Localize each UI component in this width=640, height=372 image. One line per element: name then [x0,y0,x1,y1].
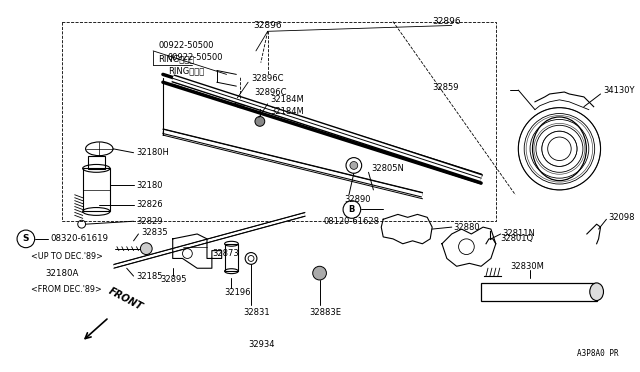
Bar [225,244,238,271]
Text: 32811N: 32811N [502,230,536,238]
Circle shape [350,161,358,169]
Text: S: S [22,234,29,243]
Text: 32883E: 32883E [310,308,342,317]
Text: 32829: 32829 [136,217,163,226]
Text: 32895: 32895 [160,276,186,285]
Circle shape [236,98,245,108]
Text: 08120-61628: 08120-61628 [324,217,380,226]
Text: 32896: 32896 [432,17,461,26]
Circle shape [255,116,265,126]
Text: A3P8A0 PR: A3P8A0 PR [577,349,618,358]
Text: 32934: 32934 [248,340,275,349]
Text: 32896C: 32896C [254,87,287,96]
Text: 32896: 32896 [253,21,282,30]
Text: 32896C: 32896C [251,74,284,83]
Text: 32184M: 32184M [271,95,305,105]
Circle shape [140,243,152,254]
Text: RINGリング: RINGリング [168,66,204,75]
Text: 32196: 32196 [225,288,251,297]
Text: 32180: 32180 [136,180,163,189]
Text: 32180A: 32180A [45,269,79,278]
Ellipse shape [590,283,604,301]
Text: 32831: 32831 [243,308,270,317]
Text: 32830M: 32830M [511,262,545,271]
Text: 32835: 32835 [141,228,168,237]
Text: 32826: 32826 [136,200,163,209]
Text: 32180H: 32180H [136,148,170,157]
Text: 00922-50500: 00922-50500 [168,53,223,62]
Bar [88,155,105,169]
Text: <UP TO DEC.'89>: <UP TO DEC.'89> [31,252,102,261]
Text: 00922-50500: 00922-50500 [158,41,214,49]
Text: 32890: 32890 [344,195,371,204]
Text: 34130Y: 34130Y [604,86,635,94]
Text: 32801Q: 32801Q [500,234,534,243]
Bar [83,169,110,211]
Text: FRONT: FRONT [107,286,145,312]
Text: RINGリング: RINGリング [158,54,195,63]
Text: B: B [349,205,355,214]
Text: 32873: 32873 [212,249,239,258]
Text: 32185: 32185 [136,272,163,280]
Text: 32098: 32098 [609,213,635,222]
Text: 32859: 32859 [432,83,459,92]
Text: 32805N: 32805N [371,164,404,173]
Circle shape [313,266,326,280]
Text: 32880: 32880 [454,222,481,232]
Text: 08320-61619: 08320-61619 [51,234,108,243]
Bar [481,283,596,301]
Text: <FROM DEC.'89>: <FROM DEC.'89> [31,285,102,294]
Text: 32184M: 32184M [271,107,305,116]
